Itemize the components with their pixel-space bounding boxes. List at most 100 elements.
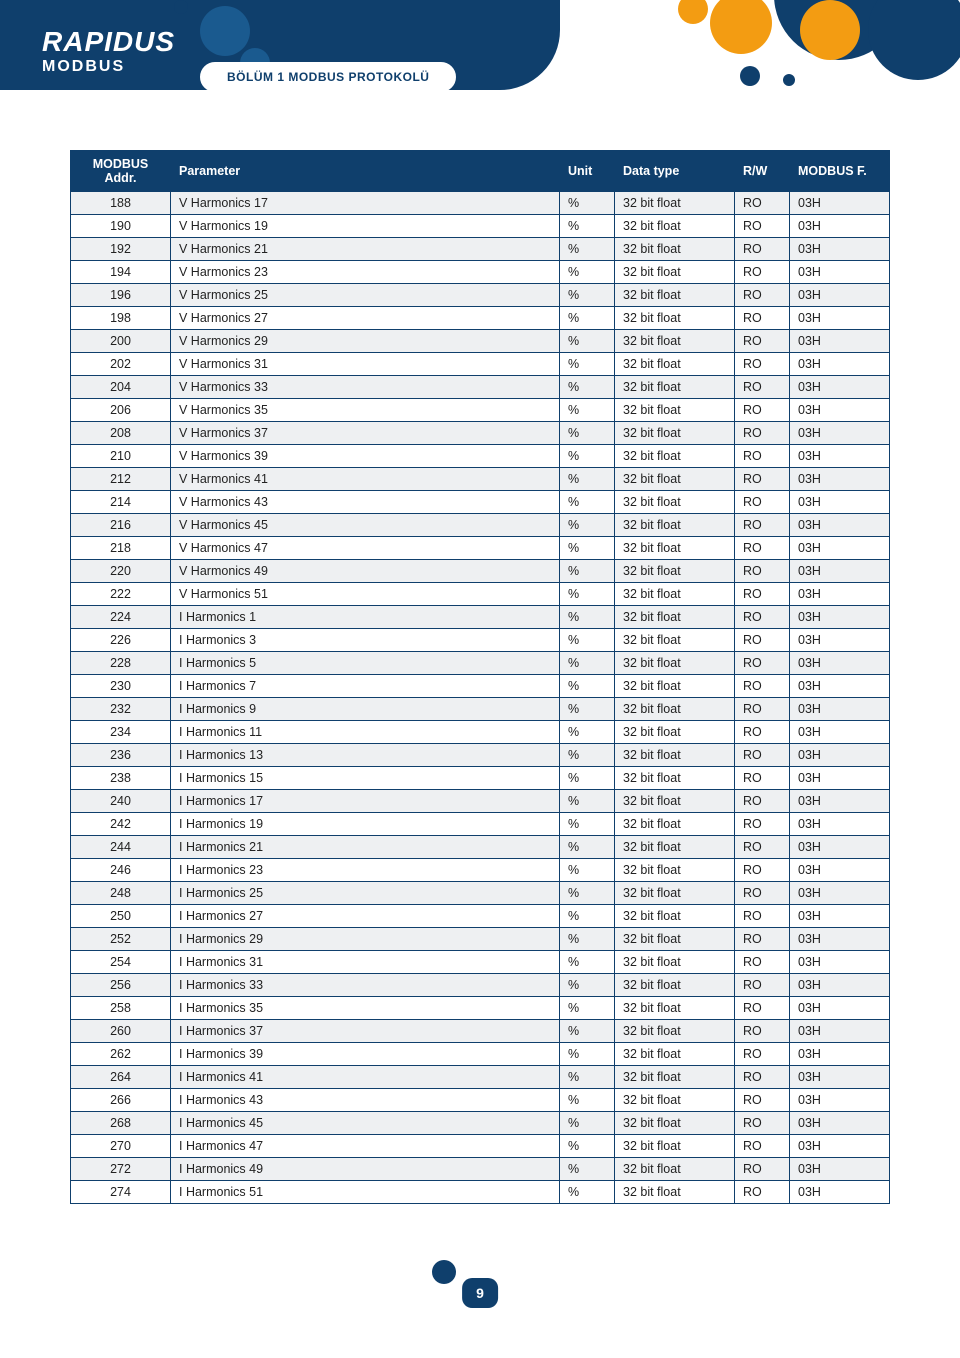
table-header: MODBUS Addr.ParameterUnitData typeR/WMOD… [71,151,890,192]
table-cell: RO [735,721,790,744]
table-cell: 266 [71,1089,171,1112]
table-row: 206V Harmonics 35%32 bit floatRO03H [71,399,890,422]
table-cell: RO [735,238,790,261]
table-cell: % [560,284,615,307]
table-cell: I Harmonics 17 [171,790,560,813]
table-row: 222V Harmonics 51%32 bit floatRO03H [71,583,890,606]
table-cell: I Harmonics 1 [171,606,560,629]
table-cell: 03H [790,307,890,330]
table-cell: RO [735,445,790,468]
table-cell: 03H [790,721,890,744]
table-cell: % [560,951,615,974]
table-row: 274I Harmonics 51%32 bit floatRO03H [71,1181,890,1204]
table-row: 226I Harmonics 3%32 bit floatRO03H [71,629,890,652]
table-cell: 03H [790,491,890,514]
table-cell: 03H [790,1020,890,1043]
page-header: RAPIDUS MODBUS BÖLÜM 1 MODBUS PROTOKOLÜ [0,0,960,120]
table-cell: 246 [71,859,171,882]
table-cell: % [560,192,615,215]
table-cell: 32 bit float [615,698,735,721]
table-row: 218V Harmonics 47%32 bit floatRO03H [71,537,890,560]
table-cell: 03H [790,445,890,468]
table-cell: RO [735,928,790,951]
table-cell: RO [735,882,790,905]
table-cell: RO [735,422,790,445]
table-cell: 190 [71,215,171,238]
table-cell: 32 bit float [615,882,735,905]
table-cell: % [560,445,615,468]
table-cell: 32 bit float [615,813,735,836]
table-cell: 270 [71,1135,171,1158]
table-cell: I Harmonics 25 [171,882,560,905]
table-cell: 03H [790,905,890,928]
table-cell: I Harmonics 27 [171,905,560,928]
table-cell: 32 bit float [615,192,735,215]
logo-sub: MODBUS [42,58,175,76]
table-cell: 03H [790,1181,890,1204]
table-cell: % [560,606,615,629]
table-cell: RO [735,1066,790,1089]
table-cell: RO [735,767,790,790]
table-cell: 188 [71,192,171,215]
table-cell: RO [735,997,790,1020]
table-cell: 262 [71,1043,171,1066]
table-cell: RO [735,307,790,330]
table-cell: 264 [71,1066,171,1089]
table-cell: V Harmonics 21 [171,238,560,261]
table-cell: 194 [71,261,171,284]
table-cell: % [560,376,615,399]
table-cell: 230 [71,675,171,698]
table-cell: % [560,790,615,813]
table-row: 230I Harmonics 7%32 bit floatRO03H [71,675,890,698]
table-cell: 03H [790,997,890,1020]
table-cell: V Harmonics 43 [171,491,560,514]
table-cell: % [560,238,615,261]
table-cell: 32 bit float [615,744,735,767]
table-cell: 254 [71,951,171,974]
table-col-header: MODBUS Addr. [71,151,171,192]
table-cell: 03H [790,1066,890,1089]
table-cell: % [560,997,615,1020]
table-cell: 32 bit float [615,675,735,698]
table-row: 264I Harmonics 41%32 bit floatRO03H [71,1066,890,1089]
table-cell: V Harmonics 33 [171,376,560,399]
table-row: 256I Harmonics 33%32 bit floatRO03H [71,974,890,997]
table-cell: RO [735,652,790,675]
table-cell: 03H [790,928,890,951]
table-cell: 32 bit float [615,1089,735,1112]
table-cell: I Harmonics 35 [171,997,560,1020]
table-cell: 32 bit float [615,215,735,238]
table-cell: V Harmonics 47 [171,537,560,560]
table-cell: 226 [71,629,171,652]
table-row: 188V Harmonics 17%32 bit floatRO03H [71,192,890,215]
table-cell: V Harmonics 25 [171,284,560,307]
table-cell: 32 bit float [615,951,735,974]
table-cell: I Harmonics 23 [171,859,560,882]
table-cell: 03H [790,767,890,790]
table-cell: RO [735,376,790,399]
table-row: 234I Harmonics 11%32 bit floatRO03H [71,721,890,744]
footer-bubble-icon [432,1260,456,1284]
table-cell: RO [735,1043,790,1066]
table-cell: % [560,767,615,790]
table-cell: 228 [71,652,171,675]
table-cell: V Harmonics 51 [171,583,560,606]
table-cell: % [560,353,615,376]
table-cell: 204 [71,376,171,399]
table-cell: 03H [790,744,890,767]
table-cell: % [560,537,615,560]
table-cell: % [560,744,615,767]
table-row: 220V Harmonics 49%32 bit floatRO03H [71,560,890,583]
table-row: 216V Harmonics 45%32 bit floatRO03H [71,514,890,537]
table-cell: % [560,1158,615,1181]
table-cell: RO [735,560,790,583]
table-cell: V Harmonics 17 [171,192,560,215]
table-cell: V Harmonics 23 [171,261,560,284]
table-cell: % [560,813,615,836]
table-cell: V Harmonics 35 [171,399,560,422]
table-cell: % [560,307,615,330]
table-row: 204V Harmonics 33%32 bit floatRO03H [71,376,890,399]
table-cell: I Harmonics 21 [171,836,560,859]
table-cell: 32 bit float [615,974,735,997]
table-col-header: MODBUS F. [790,151,890,192]
